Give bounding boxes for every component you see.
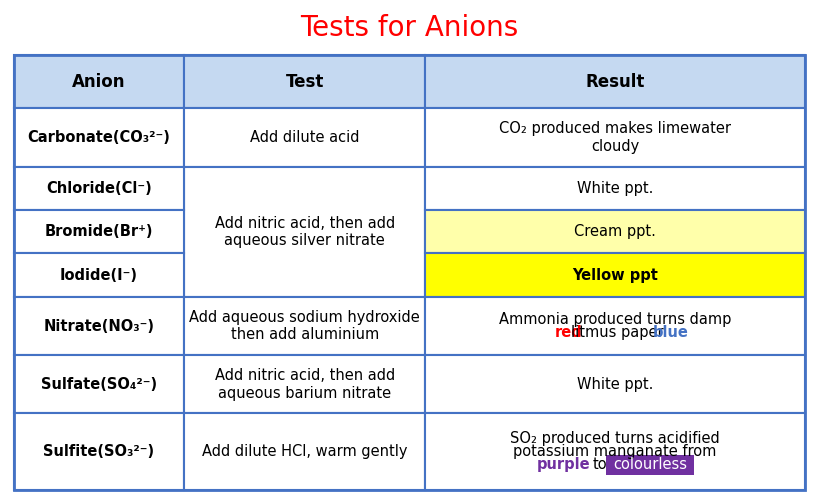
Text: Sulfate(SO₄²⁻): Sulfate(SO₄²⁻) [41, 377, 157, 392]
Text: purple: purple [536, 457, 590, 472]
Text: Add dilute acid: Add dilute acid [250, 130, 360, 145]
Bar [425, 253, 805, 297]
Text: red: red [554, 325, 582, 340]
Bar [425, 55, 805, 108]
Text: Bromide(Br⁺): Bromide(Br⁺) [45, 224, 153, 239]
Text: Add nitric acid, then add
aqueous silver nitrate: Add nitric acid, then add aqueous silver… [215, 215, 395, 248]
Bar [184, 413, 425, 490]
Bar [14, 55, 184, 108]
Text: litmus paper: litmus paper [571, 325, 663, 340]
Bar [14, 210, 184, 253]
Text: Test: Test [286, 73, 324, 91]
Text: Add aqueous sodium hydroxide
then add aluminium: Add aqueous sodium hydroxide then add al… [189, 310, 420, 342]
Text: Yellow ppt: Yellow ppt [572, 268, 658, 283]
Text: Result: Result [586, 73, 645, 91]
Text: Iodide(I⁻): Iodide(I⁻) [60, 268, 138, 283]
Bar [606, 455, 695, 475]
Text: blue: blue [654, 325, 689, 340]
Bar [14, 167, 184, 210]
Text: Sulfite(SO₃²⁻): Sulfite(SO₃²⁻) [43, 444, 155, 459]
Text: Carbonate(CO₃²⁻): Carbonate(CO₃²⁻) [28, 130, 170, 145]
Bar [425, 108, 805, 167]
Text: potassium manganate from: potassium manganate from [514, 444, 717, 459]
Text: Cream ppt.: Cream ppt. [574, 224, 656, 239]
Bar [14, 413, 184, 490]
Bar [184, 55, 425, 108]
Text: Tests for Anions: Tests for Anions [301, 14, 518, 42]
Text: SO₂ produced turns acidified: SO₂ produced turns acidified [510, 431, 720, 446]
Bar [425, 297, 805, 355]
Text: Add nitric acid, then add
aqueous barium nitrate: Add nitric acid, then add aqueous barium… [215, 368, 395, 400]
Bar [14, 253, 184, 297]
Bar [14, 355, 184, 413]
Bar [184, 355, 425, 413]
Text: colourless: colourless [613, 457, 687, 472]
Text: Add dilute HCl, warm gently: Add dilute HCl, warm gently [202, 444, 407, 459]
Text: Anion: Anion [72, 73, 126, 91]
Text: Ammonia produced turns damp: Ammonia produced turns damp [499, 312, 731, 327]
Bar [425, 355, 805, 413]
Bar [14, 55, 805, 490]
Text: White ppt.: White ppt. [577, 181, 654, 196]
Bar [14, 297, 184, 355]
Bar [184, 108, 425, 167]
Bar [425, 210, 805, 253]
Bar [184, 297, 425, 355]
Text: Chloride(Cl⁻): Chloride(Cl⁻) [46, 181, 152, 196]
Text: to: to [593, 457, 608, 472]
Text: CO₂ produced makes limewater
cloudy: CO₂ produced makes limewater cloudy [499, 121, 731, 153]
Text: Nitrate(NO₃⁻): Nitrate(NO₃⁻) [43, 319, 155, 334]
Bar [14, 108, 184, 167]
Bar [425, 413, 805, 490]
Text: White ppt.: White ppt. [577, 377, 654, 392]
Bar [184, 167, 425, 297]
Bar [425, 167, 805, 210]
